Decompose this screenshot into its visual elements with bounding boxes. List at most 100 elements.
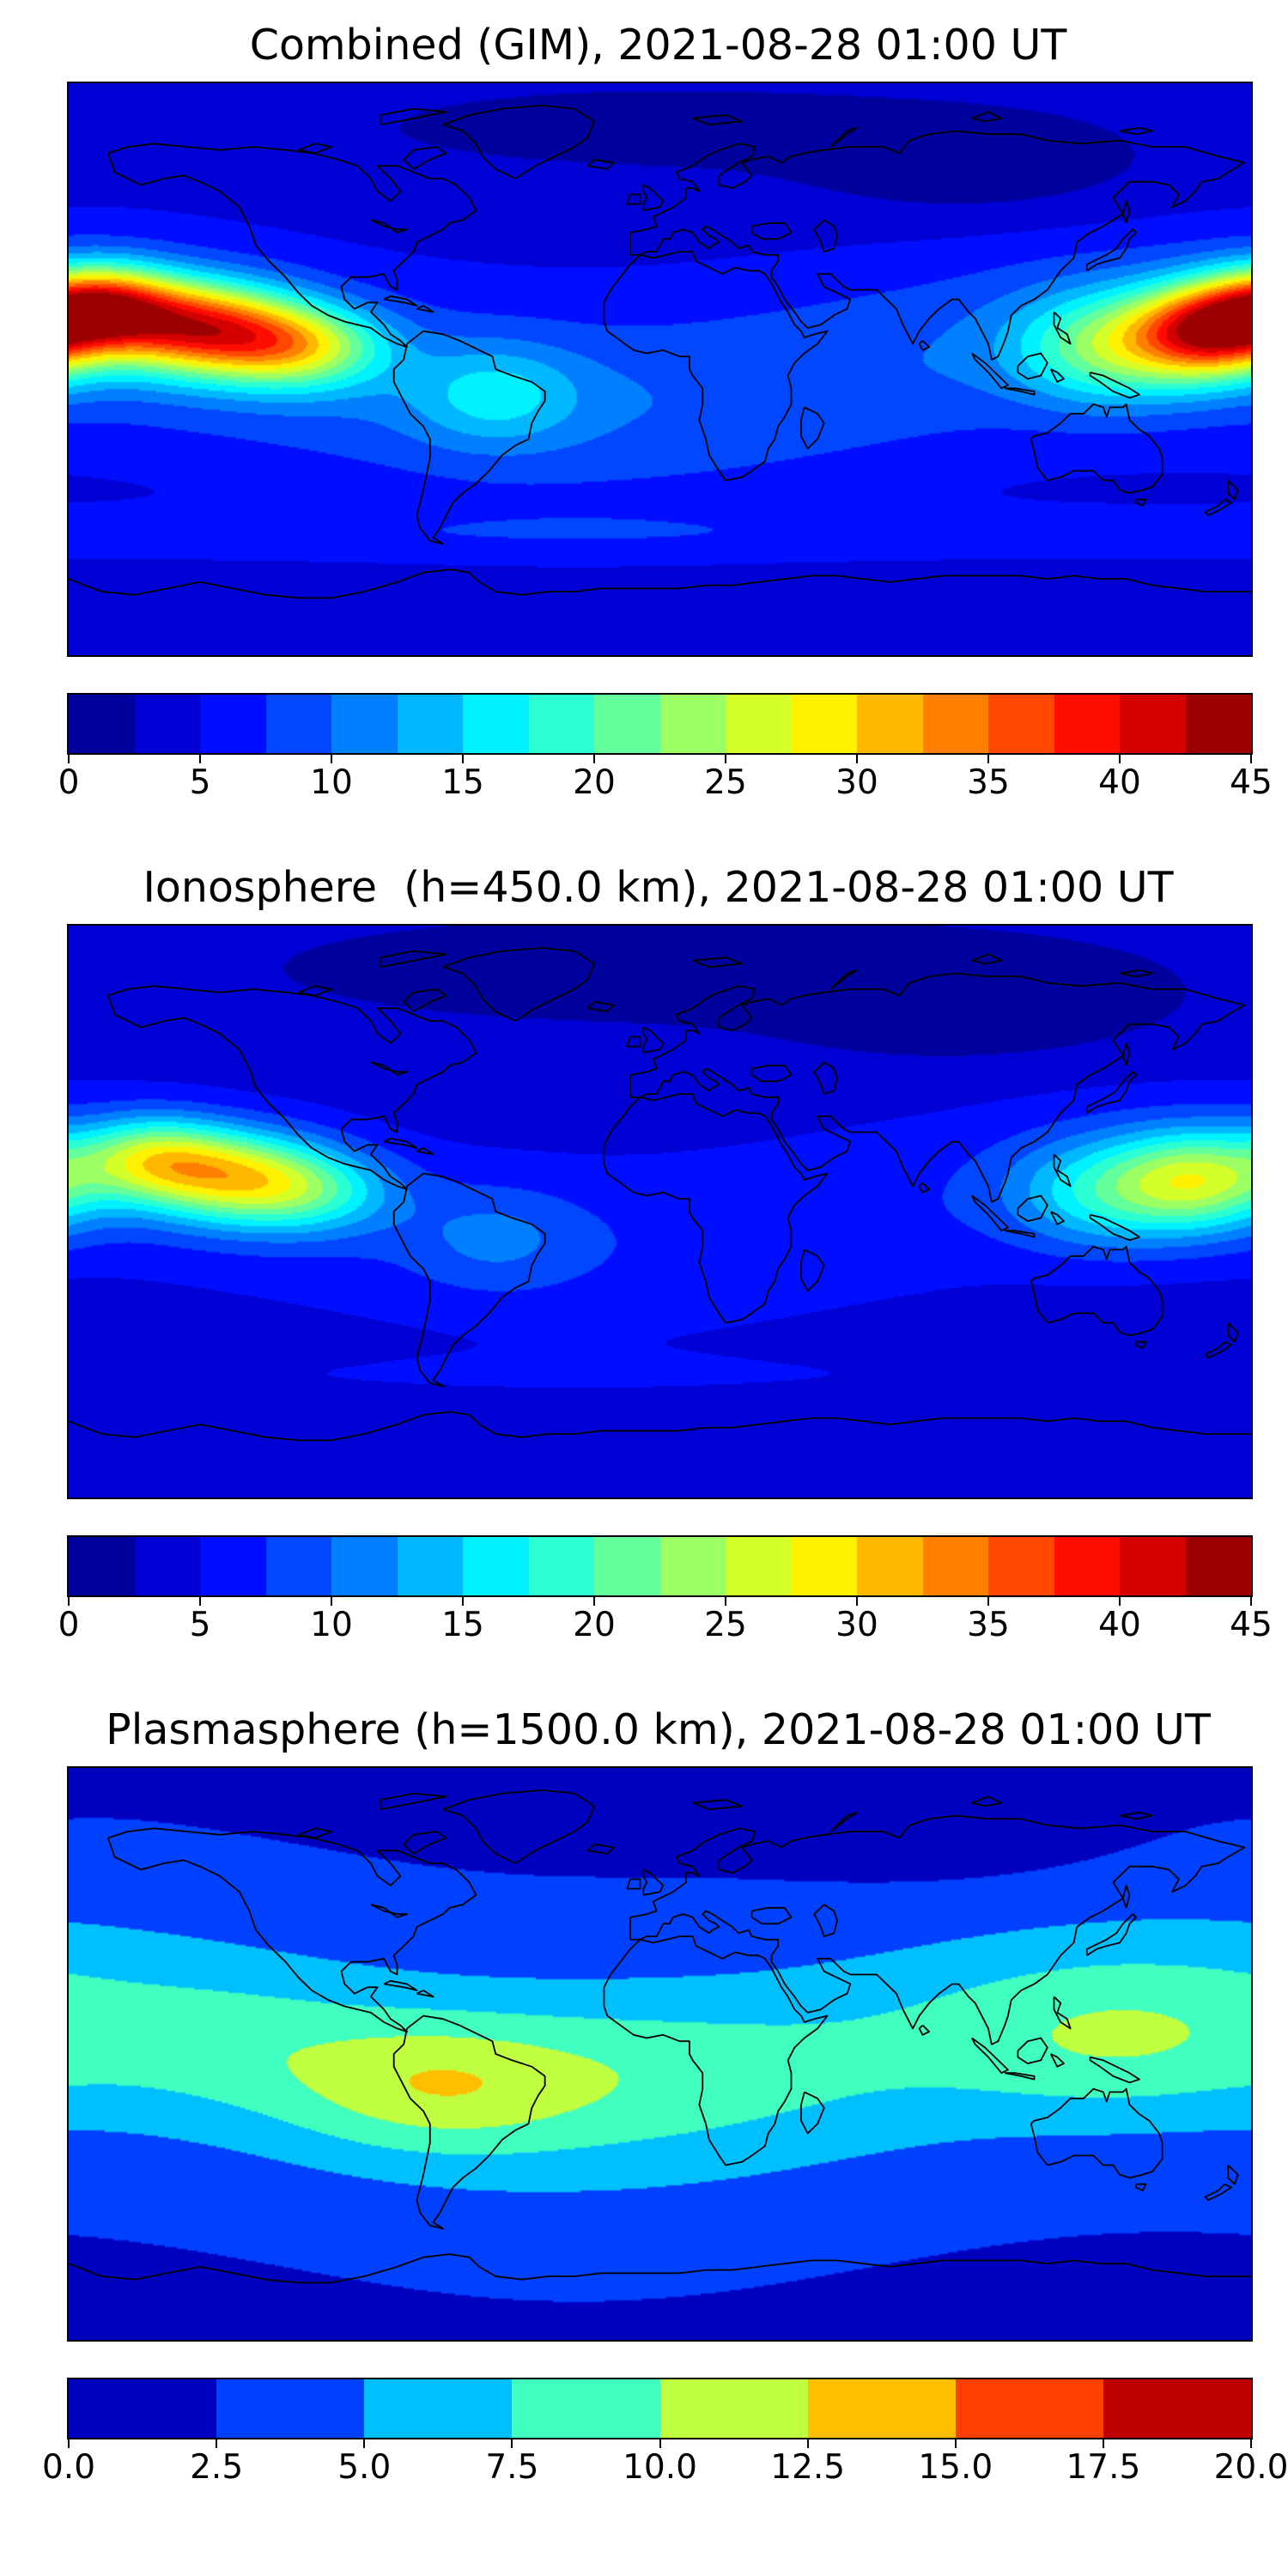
coastline-path (371, 1905, 407, 1917)
world-map (67, 1766, 1253, 2342)
colorbar-tick-mark (1250, 1597, 1252, 1606)
colorbar-segment (726, 1537, 792, 1595)
coastline-path (587, 160, 614, 169)
colorbar-tick-mark (1250, 755, 1252, 763)
coastline-path (920, 2026, 929, 2035)
coastline-path (587, 1002, 614, 1012)
colorbar-tick-mark (659, 2439, 661, 2448)
coastline-path (108, 986, 476, 1189)
coastline-path (404, 1832, 447, 1854)
colorbar-segment (922, 695, 988, 753)
colorbar-tick-mark (511, 2439, 513, 2448)
coastline-path (1136, 2184, 1145, 2190)
coastline-path (1123, 1886, 1130, 1908)
colorbar-tick-label: 10.0 (623, 2448, 697, 2487)
colorbar-tick-label: 40 (1098, 1606, 1141, 1644)
colorbar-tick-label: 25 (704, 763, 747, 802)
colorbar-tick-mark (954, 2439, 957, 2448)
coastline-path (972, 954, 1001, 963)
coastline-path (1051, 2054, 1064, 2067)
coastline-path (384, 296, 416, 306)
colorbar-tick-mark (198, 755, 201, 763)
colorbar-segment (1185, 1537, 1251, 1595)
coastline-path (752, 1908, 792, 1924)
coastline-path (801, 2092, 824, 2133)
colorbar-segment (463, 695, 529, 753)
colorbar-segment (1120, 695, 1186, 753)
colorbar-segment (659, 1537, 726, 1595)
colorbar-tick-mark (363, 2439, 366, 2448)
colorbar-segment (857, 1537, 923, 1595)
colorbar-tick-label: 15 (441, 1606, 484, 1644)
colorbar-ticks: 0 5 10 15 20 25 30 35 40 45 (58, 755, 1273, 806)
coastline-path (630, 131, 1244, 360)
coastline-path (1054, 1996, 1071, 2028)
coastline-path (920, 341, 929, 350)
coastline-path (1005, 388, 1034, 394)
coastline-path (627, 1037, 640, 1047)
coastline-path (443, 106, 594, 179)
colorbar-tick-mark (198, 1597, 201, 1606)
colorbar-tick-label: 10 (310, 1606, 353, 1644)
colorbar-segment (659, 2379, 808, 2438)
coastline-path (830, 970, 857, 989)
coastline-path (1205, 500, 1231, 516)
coastline-path (587, 1844, 614, 1854)
colorbar-tick-mark (216, 2439, 218, 2448)
coastline-path (371, 1062, 407, 1075)
coastline-path (1136, 500, 1145, 506)
coastline-path (972, 1796, 1001, 1806)
colorbar-tick-label: 45 (1230, 763, 1273, 802)
colorbar-tick-label: 12.5 (770, 2448, 846, 2487)
coastline-path (394, 2016, 545, 2229)
coastline-path (814, 220, 837, 252)
coastline-path (1054, 1154, 1071, 1186)
coastline-path (1087, 1914, 1136, 1955)
coastline-path (1005, 1230, 1034, 1236)
coastline-path (972, 112, 1001, 121)
coastline-path (443, 948, 594, 1021)
world-map (67, 82, 1253, 657)
colorbar-tick-mark (1250, 2439, 1252, 2448)
coastline-path (443, 1790, 594, 1863)
colorbar-segment (922, 1537, 988, 1595)
tec-field-canvas (69, 83, 1251, 655)
panel-combined-gim: Combined (GIM), 2021-08-28 01:00 UT 0 5 10… (0, 21, 1288, 806)
coastline-path (752, 1066, 792, 1082)
panel-title: Plasmasphere (h=1500.0 km), 2021-08-28 0… (106, 1705, 1211, 1754)
colorbar-segment (528, 1537, 594, 1595)
coastline-path (814, 1905, 837, 1936)
coastline-path (1228, 481, 1237, 500)
coastline-path (1123, 1043, 1130, 1066)
panel-title: Combined (GIM), 2021-08-28 01:00 UT (249, 21, 1067, 70)
colorbar-tick-mark (68, 1597, 70, 1606)
coastline-path (630, 974, 1244, 1202)
coastline-path (830, 128, 857, 147)
colorbar-tick-mark (330, 755, 332, 763)
coastline-path (69, 2254, 1251, 2282)
coastline-path (1091, 2057, 1139, 2083)
colorbar-segment (216, 2379, 365, 2438)
colorbar-segment (512, 2379, 660, 2438)
tec-field-canvas (69, 926, 1251, 1498)
coastline-path (627, 1880, 640, 1889)
coastline-path (380, 951, 447, 968)
colorbar-segment (791, 695, 857, 753)
colorbar-tick-mark (68, 2439, 70, 2448)
colorbar-segment (69, 695, 135, 753)
colorbar-segment (1054, 695, 1120, 753)
coastline-path (693, 115, 742, 125)
colorbar-tick-mark (68, 755, 70, 763)
colorbar-tick-mark (592, 1597, 595, 1606)
colorbar-segment (265, 1537, 331, 1595)
colorbar-segment (857, 695, 923, 753)
coastline-path (404, 989, 447, 1012)
coastline-path (1091, 373, 1139, 398)
colorbar-tick-label: 35 (967, 1606, 1010, 1644)
coastline-path (69, 569, 1251, 598)
coastline-path (1120, 970, 1152, 976)
coastline-path (752, 223, 792, 240)
coastline-path (604, 1936, 827, 2165)
colorbar-tick-label: 35 (967, 763, 1010, 802)
colorbar (67, 693, 1253, 755)
